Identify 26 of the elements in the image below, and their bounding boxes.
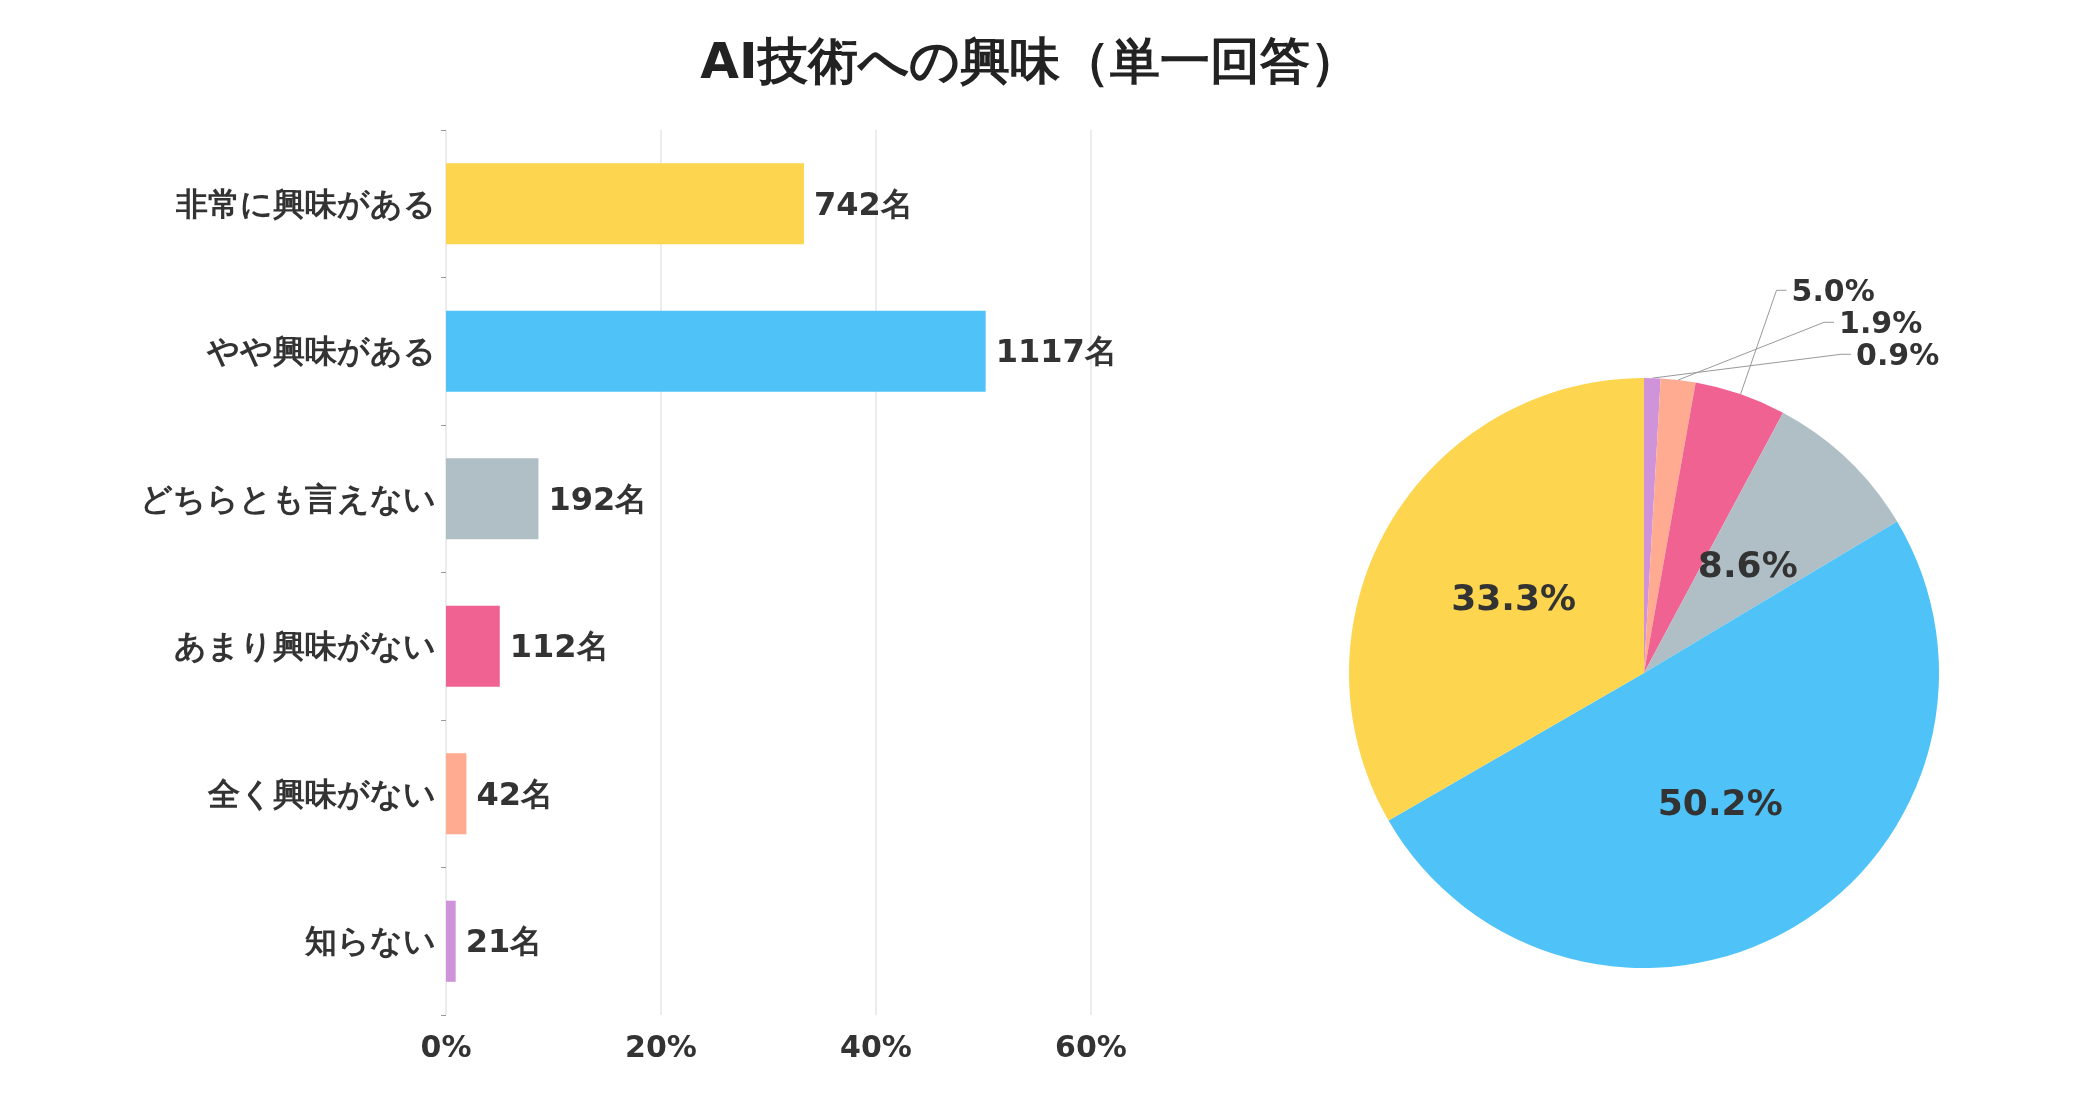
data-label: 50.2%: [1657, 782, 1783, 824]
bar: [446, 605, 500, 687]
y-tick-label: どちらとも言えない: [140, 479, 436, 518]
x-tick-label: 40%: [840, 1028, 912, 1064]
data-label: 8.6%: [1697, 543, 1798, 585]
y-tick-label: 非常に興味がある: [175, 184, 436, 223]
chart-title: AI技術への興味（単一回答）: [699, 31, 1361, 92]
x-tick-label: 60%: [1055, 1028, 1127, 1064]
y-tick-label: あまり興味がない: [174, 627, 436, 666]
data-label: 33.3%: [1451, 577, 1577, 619]
bar: [446, 163, 804, 245]
annotation: 21名: [465, 922, 543, 961]
annotation: 192名: [548, 479, 648, 518]
annotation: 112名: [509, 627, 609, 666]
y-tick-label: 全く興味がない: [207, 774, 436, 813]
x-tick-label: 0%: [420, 1028, 472, 1064]
annotation: 742名: [813, 184, 913, 223]
bar: [446, 458, 539, 540]
annotation: 1117名: [995, 332, 1117, 371]
annotation: 42名: [476, 774, 553, 813]
bar: [446, 753, 467, 835]
x-tick-label: 20%: [625, 1028, 697, 1064]
y-tick-label: 知らない: [304, 922, 436, 961]
bar: [446, 310, 986, 392]
bar: [446, 900, 456, 982]
y-tick-label: やや興味がある: [206, 332, 436, 371]
